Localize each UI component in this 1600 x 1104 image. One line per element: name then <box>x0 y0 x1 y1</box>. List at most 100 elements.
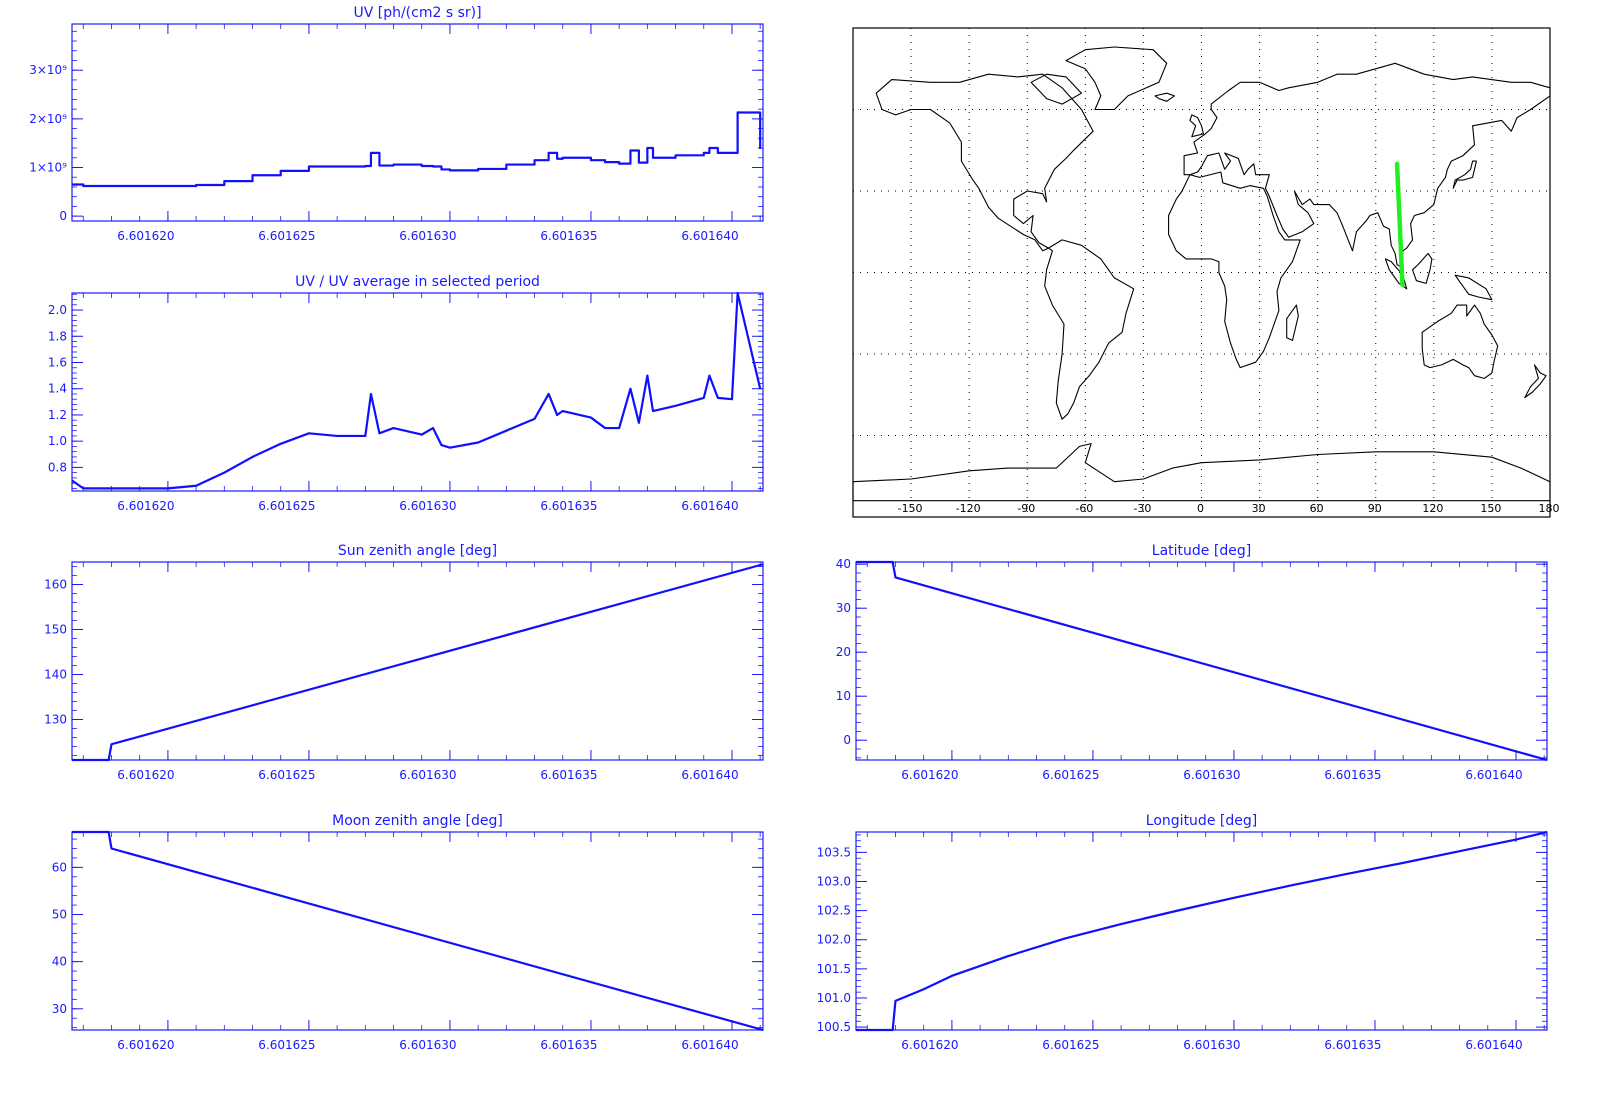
x-tick-label: 6.601635 <box>1324 1038 1381 1052</box>
x-tick-label: 6.601630 <box>1183 768 1240 782</box>
chart-ratio: UV / UV average in selected period 6.6016… <box>48 274 764 513</box>
x-tick-label: 6.601630 <box>399 499 456 513</box>
x-tick-label: 6.601620 <box>117 499 174 513</box>
coastline-new-zealand <box>1524 364 1547 399</box>
coastline-africa <box>1168 171 1301 369</box>
x-tick-label: 6.601635 <box>540 768 597 782</box>
x-tick-label: 6.601620 <box>117 1038 174 1052</box>
y-tick-label: 0 <box>59 209 67 223</box>
x-tick-label: 6.601630 <box>399 1038 456 1052</box>
x-tick-label: 6.601635 <box>540 229 597 243</box>
chart-title: Longitude [deg] <box>1146 813 1257 829</box>
series-line <box>72 111 762 188</box>
y-tick-label: 1.4 <box>48 382 67 396</box>
coastline-borneo <box>1411 252 1433 284</box>
coastline-north-america <box>875 73 1094 252</box>
y-tick-label: 2.0 <box>48 303 67 317</box>
map-lon-label: -30 <box>1133 502 1151 515</box>
x-tick-label: 6.601620 <box>901 1038 958 1052</box>
coastline-australia <box>1421 304 1499 379</box>
x-tick-label: 6.601630 <box>399 229 456 243</box>
chart-sun: Sun zenith angle [deg] 6.601620 6.601625 6.… <box>44 543 764 782</box>
coastline-greenland <box>1065 46 1168 111</box>
y-tick-label: 100.5 <box>817 1020 851 1034</box>
x-tick-label: 6.601635 <box>540 1038 597 1052</box>
y-tick-label: 2×10⁹ <box>29 112 67 126</box>
x-tick-label: 6.601635 <box>1324 768 1381 782</box>
y-tick-label: 3×10⁹ <box>29 63 67 77</box>
chart-lon: Longitude [deg] 6.601620 6.601625 6.601630 6… <box>817 813 1548 1052</box>
map-lon-label: -90 <box>1017 502 1035 515</box>
coastline-great-britain <box>1189 114 1204 138</box>
y-tick-label: 40 <box>836 557 851 571</box>
plot-frame <box>71 831 764 1031</box>
coastline-sumatra <box>1384 258 1408 290</box>
y-tick-label: 0 <box>843 733 851 747</box>
chart-lat: Latitude [deg] 6.601620 6.601625 6.601630 6.… <box>836 543 1548 782</box>
x-tick-label: 6.601640 <box>681 229 738 243</box>
x-tick-label: 6.601635 <box>540 499 597 513</box>
map-lon-label: -60 <box>1075 502 1093 515</box>
map-lon-label: 90 <box>1368 502 1382 515</box>
map-lon-label: 60 <box>1310 502 1324 515</box>
ground-track <box>1394 161 1405 287</box>
plot-frame <box>71 561 764 761</box>
y-tick-label: 0.8 <box>48 460 67 474</box>
series-line <box>72 830 764 1032</box>
map-frame <box>852 27 1551 518</box>
chart-title: Latitude [deg] <box>1152 543 1251 559</box>
x-tick-label: 6.601630 <box>399 768 456 782</box>
x-tick-label: 6.601625 <box>258 499 315 513</box>
y-tick-label: 160 <box>44 578 67 592</box>
coastline-japan <box>1452 160 1477 189</box>
y-tick-label: 101.5 <box>817 962 851 976</box>
series-line <box>856 560 1548 762</box>
y-tick-label: 140 <box>44 668 67 682</box>
map-lon-label: 0 <box>1197 502 1204 515</box>
series-line <box>72 563 764 762</box>
map-lon-label: 150 <box>1480 502 1501 515</box>
plot-frame <box>71 23 764 222</box>
map-lon-label: -120 <box>956 502 981 515</box>
x-tick-label: 6.601625 <box>258 229 315 243</box>
y-tick-label: 150 <box>44 623 67 637</box>
chart-uv: UV [ph/(cm2 s sr)] 6.601620 6.601625 6.6016… <box>29 5 764 243</box>
plot-frame <box>855 831 1548 1031</box>
x-tick-label: 6.601640 <box>681 499 738 513</box>
coastline-antarctica <box>852 443 1551 502</box>
y-tick-label: 30 <box>836 601 851 615</box>
x-tick-label: 6.601640 <box>1465 768 1522 782</box>
coastline-iceland <box>1154 92 1175 102</box>
chart-title: UV / UV average in selected period <box>295 274 540 290</box>
x-tick-label: 6.601630 <box>1183 1038 1240 1052</box>
chart-title: UV [ph/(cm2 s sr)] <box>353 5 481 21</box>
x-tick-label: 6.601625 <box>1042 1038 1099 1052</box>
x-tick-label: 6.601640 <box>681 1038 738 1052</box>
y-tick-label: 1.6 <box>48 355 67 369</box>
y-tick-label: 102.5 <box>817 904 851 918</box>
x-tick-label: 6.601640 <box>1465 1038 1522 1052</box>
map-panel: -150 -120 -90 -60 -30 0 30 60 90 120 150 180 <box>852 27 1560 518</box>
y-tick-label: 103.0 <box>817 875 851 889</box>
x-tick-label: 6.601625 <box>258 768 315 782</box>
x-tick-label: 6.601620 <box>901 768 958 782</box>
series-line <box>71 291 762 490</box>
y-tick-label: 60 <box>52 860 67 874</box>
y-tick-label: 10 <box>836 689 851 703</box>
x-tick-label: 6.601625 <box>1042 768 1099 782</box>
chart-moon: Moon zenith angle [deg] 6.601620 6.601625 6… <box>52 813 764 1052</box>
x-tick-label: 6.601625 <box>258 1038 315 1052</box>
coastline-madagascar <box>1286 304 1299 341</box>
y-tick-label: 20 <box>836 645 851 659</box>
y-tick-label: 40 <box>52 955 67 969</box>
y-tick-label: 30 <box>52 1002 67 1016</box>
x-tick-label: 6.601620 <box>117 768 174 782</box>
y-tick-label: 101.0 <box>817 991 851 1005</box>
map-lon-label: -150 <box>898 502 923 515</box>
y-tick-label: 130 <box>44 713 67 727</box>
map-lon-label: 30 <box>1252 502 1266 515</box>
map-lon-label: 180 <box>1539 502 1560 515</box>
series-line <box>856 830 1548 1032</box>
